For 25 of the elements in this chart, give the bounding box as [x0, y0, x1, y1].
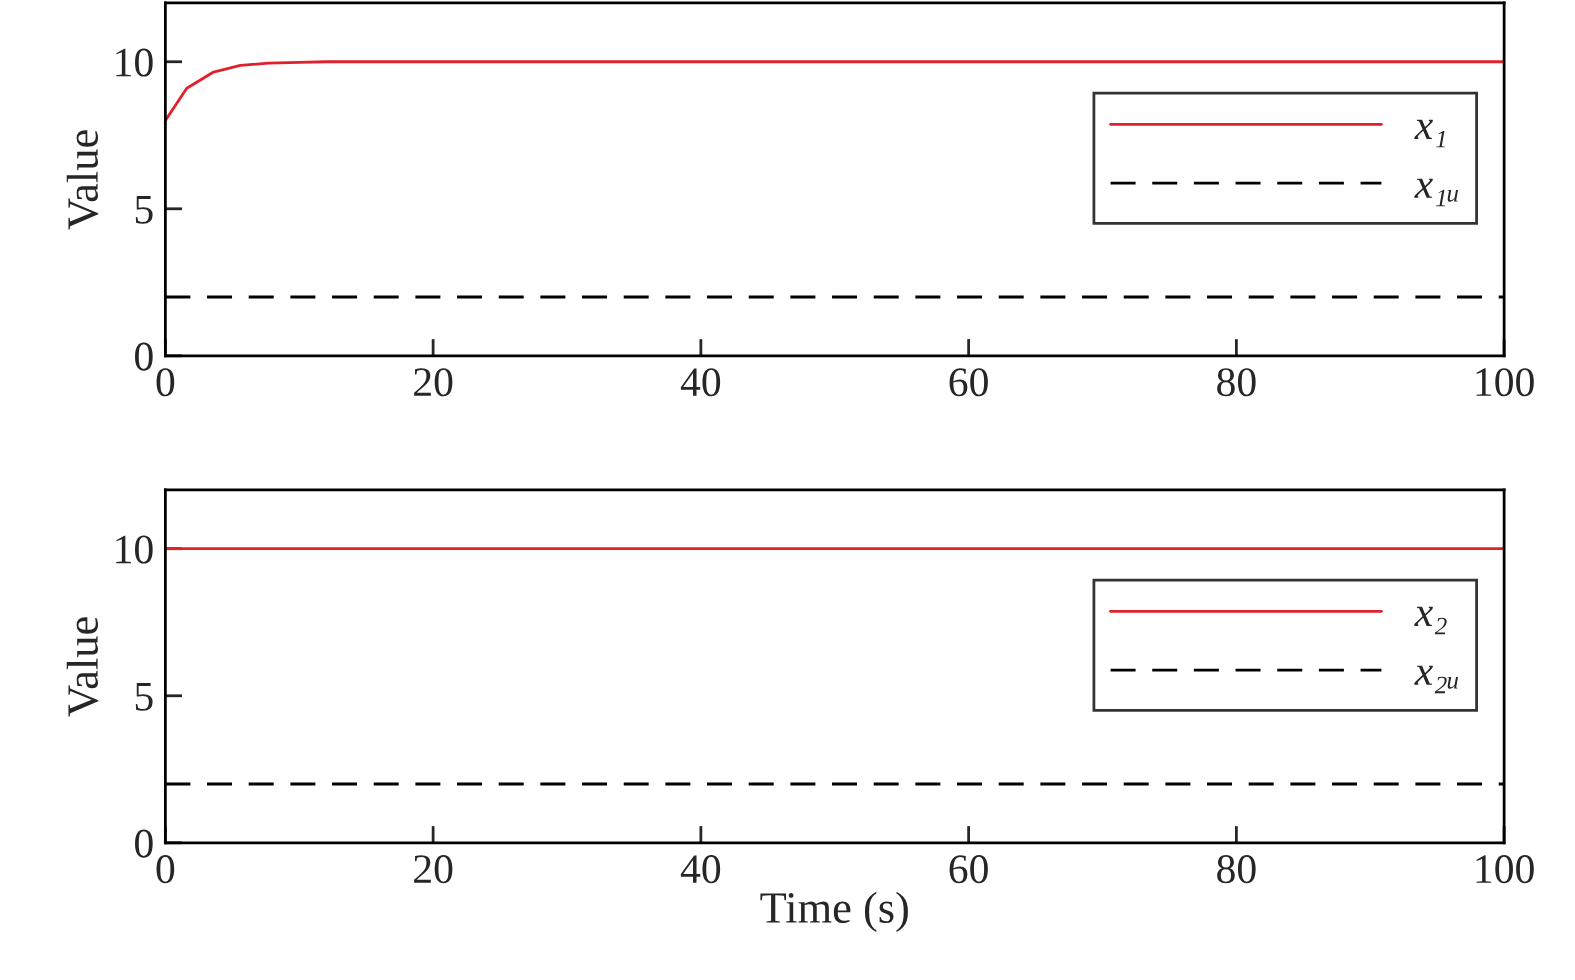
y-tick-label: 0 [135, 829, 153, 858]
text: x₁ᵤ [1414, 178, 1459, 207]
x-tick-label: 20 [414, 368, 453, 397]
y-tick-label: 5 [135, 682, 153, 711]
y-axis-title: Value [66, 130, 99, 230]
y-tick-label: 10 [116, 48, 153, 77]
series-label: x₁ [1414, 119, 1445, 148]
x-tick-label: 100 [1476, 368, 1534, 397]
y-axis-title: Value [66, 617, 99, 717]
x-tick-label: 40 [680, 855, 721, 884]
y-tick-label: 5 [135, 195, 153, 224]
text: x₂ᵤ [1414, 665, 1459, 694]
x-tick-label: 0 [156, 855, 175, 884]
x-tick-label: 80 [1217, 855, 1256, 884]
x-tick-label: 80 [1217, 368, 1256, 397]
series-label: x₂ [1414, 606, 1447, 635]
x-tick-label: 20 [414, 855, 453, 884]
x-tick-label: 60 [949, 368, 988, 397]
x-tick-label: 0 [156, 368, 175, 397]
y-tick-label: 0 [135, 342, 153, 371]
x-axis-title: Time (s) [760, 891, 908, 932]
x-tick-label: 60 [949, 855, 988, 884]
x-tick-label: 40 [680, 368, 721, 397]
y-tick-label: 10 [116, 535, 153, 564]
x-tick-label: 100 [1476, 855, 1534, 884]
